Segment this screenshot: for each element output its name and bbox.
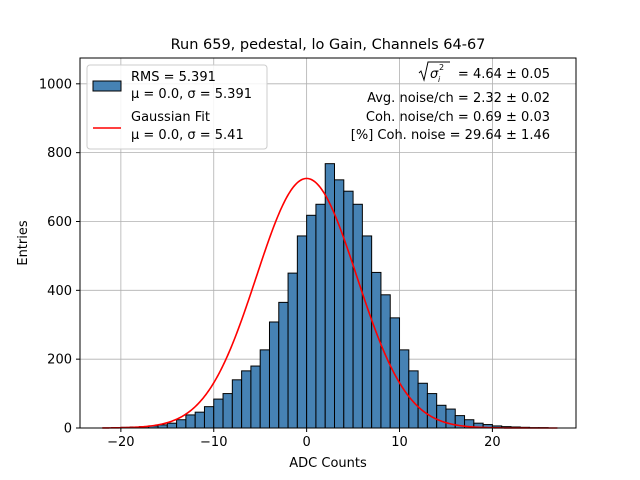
histogram-bar — [268, 321, 280, 429]
legend-patch-rms — [92, 80, 122, 92]
histogram-bar — [296, 235, 308, 429]
y-tick-label: 600 — [47, 215, 72, 230]
x-tick-label: 20 — [484, 435, 501, 450]
legend-rms-line1: RMS = 5.391 — [131, 70, 216, 85]
histogram-bar — [426, 393, 438, 429]
gaussian-fit — [102, 177, 558, 429]
x-tick-label: 0 — [302, 435, 310, 450]
y-tick-label: 400 — [47, 284, 72, 299]
histogram-bar — [352, 203, 363, 429]
y-axis-label: Entries — [16, 220, 31, 266]
x-tick-label: −20 — [107, 435, 134, 450]
histogram-bar — [185, 414, 196, 429]
chart-title: Run 659, pedestal, lo Gain, Channels 64-… — [171, 37, 486, 53]
histogram-bar — [306, 214, 317, 429]
histogram-bar — [166, 422, 178, 429]
histogram-bar — [408, 370, 419, 429]
y-tick-label: 800 — [47, 146, 72, 161]
sqrt-radical — [418, 61, 450, 82]
histogram-bar — [371, 271, 382, 429]
legend-fit-line2: μ = 0.0, σ = 5.41 — [131, 128, 244, 143]
histogram-bar — [213, 398, 224, 429]
sqrt-sigma-value: = 4.64 ± 0.05 — [458, 67, 550, 82]
coh-noise-text: Coh. noise/ch = 0.69 ± 0.03 — [366, 110, 550, 125]
y-tick-label: 1000 — [39, 77, 72, 92]
legend: RMS = 5.391 μ = 0.0, σ = 5.391 Gaussian … — [86, 64, 268, 150]
histogram-bar — [259, 349, 270, 429]
histogram-bar — [287, 272, 298, 429]
histogram-bar — [436, 404, 447, 429]
histogram-bar — [203, 406, 215, 429]
histogram-bar — [231, 379, 243, 429]
histogram-bar — [250, 365, 261, 429]
histogram-bar — [241, 370, 252, 429]
x-tick-label: 10 — [391, 435, 408, 450]
sigma-subscript: i — [438, 75, 441, 84]
histogram-bar — [361, 235, 373, 429]
histogram-bar — [315, 203, 326, 429]
coh-noise-percent-text: [%] Coh. noise = 29.64 ± 1.46 — [351, 128, 550, 143]
plot-frame — [79, 57, 577, 429]
histogram-bar — [417, 382, 428, 429]
noise-annotations: σ i 2 = 4.64 ± 0.05 Avg. noise/ch = 2.32… — [351, 61, 550, 143]
gaussian-fit-curve — [102, 177, 558, 429]
sigma-symbol: σ — [430, 67, 439, 82]
y-tick-label: 200 — [47, 353, 72, 368]
sigma-superscript: 2 — [439, 63, 444, 72]
legend-fit-line1: Gaussian Fit — [131, 110, 210, 125]
x-axis-label: ADC Counts — [289, 456, 367, 471]
histogram-bar — [222, 393, 233, 429]
histogram-bar — [343, 190, 354, 429]
x-tick-label: −10 — [200, 435, 227, 450]
legend-rms-line2: μ = 0.0, σ = 5.391 — [131, 87, 252, 102]
legend-box — [86, 64, 268, 150]
histogram-bar — [278, 301, 289, 429]
histogram-bar — [194, 411, 205, 429]
avg-noise-text: Avg. noise/ch = 2.32 ± 0.02 — [367, 91, 550, 106]
histogram-bar — [176, 419, 187, 429]
sqrt-sigma-symbol: σ i 2 — [418, 61, 450, 84]
y-tick-label: 0 — [64, 422, 72, 437]
